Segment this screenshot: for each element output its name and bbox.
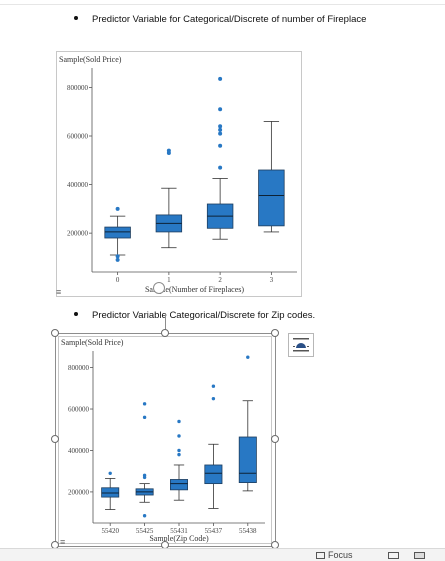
box-outlier-point <box>218 127 223 132</box>
x-tick-label: 3 <box>270 276 274 284</box>
x-tick-label: 55425 <box>136 527 154 535</box>
box-outlier-point <box>177 419 181 424</box>
box-outlier-point <box>142 415 147 420</box>
box-outlier-point <box>218 143 223 148</box>
paragraph-anchor-icon: ≡ <box>56 287 62 297</box>
box-outlier-point <box>142 514 147 518</box>
bullet-item-zipcode: Predictor Variable Categorical/Discrete … <box>74 310 315 321</box>
focus-mode-button[interactable]: Focus <box>316 550 353 560</box>
y-tick-label: 600000 <box>68 406 90 414</box>
y-tick-label: 200000 <box>67 230 89 238</box>
box-outlier-point <box>177 452 181 457</box>
box-outlier-point <box>166 148 171 153</box>
paragraph-anchor-icon: ≡ <box>60 537 66 547</box>
fireplace-boxplot-chart[interactable]: Sample(Sold Price) 200000 400000 600000 8000… <box>56 51 302 297</box>
box-outlier-point <box>142 473 147 478</box>
zipcode-boxplot-chart[interactable]: Sample(Sold Price) 200000 400000 600000 8000… <box>58 336 272 544</box>
box-outlier-point <box>218 76 223 81</box>
y-tick-label: 800000 <box>68 364 90 372</box>
page-top-rule <box>0 0 445 5</box>
read-mode-button[interactable] <box>388 551 399 561</box>
rotate-handle-icon[interactable] <box>153 282 165 294</box>
print-layout-button[interactable] <box>414 551 425 561</box>
status-bar: Focus <box>0 548 445 561</box>
y-tick-label: 800000 <box>67 84 89 92</box>
box-body <box>238 436 257 483</box>
box-outlier-point <box>218 124 223 129</box>
x-tick-label: 55420 <box>101 527 119 535</box>
rotate-handle-stem <box>165 313 166 333</box>
bullet-item-fireplace: Predictor Variable for Categorical/Discr… <box>74 14 366 25</box>
y-tick-label: 400000 <box>68 447 90 455</box>
resize-handle-middle-right[interactable] <box>271 435 279 443</box>
layout-options-button[interactable] <box>288 333 314 357</box>
box-body <box>170 479 189 491</box>
bullet-text-fireplace[interactable]: Predictor Variable for Categorical/Discr… <box>92 14 367 25</box>
layout-options-icon <box>293 338 309 352</box>
box-outlier-point <box>211 396 216 401</box>
selection-border <box>55 333 276 547</box>
x-tick-label: 0 <box>116 276 120 284</box>
y-axis-label: Sample(Sold Price) <box>61 338 124 347</box>
box-outlier-point <box>218 131 223 136</box>
box-body <box>258 169 285 227</box>
resize-handle-top-center[interactable] <box>161 329 169 337</box>
box-outlier-point <box>115 206 120 211</box>
box-outlier-point <box>108 471 112 475</box>
y-axis-label: Sample(Sold Price) <box>59 55 122 64</box>
x-tick-label: 2 <box>218 276 222 284</box>
box-outlier-point <box>142 402 147 406</box>
focus-icon <box>316 552 325 560</box>
y-tick-label: 600000 <box>67 133 89 141</box>
box-outlier-point <box>177 434 181 438</box>
x-tick-label: 55438 <box>239 527 257 535</box>
box-outlier-point <box>177 448 181 453</box>
y-tick-label: 200000 <box>68 488 90 496</box>
bullet-dot-icon <box>74 312 78 317</box>
x-tick-label: 55437 <box>205 527 223 535</box>
bullet-text-zipcode[interactable]: Predictor Variable Categorical/Discrete … <box>92 310 316 321</box>
resize-handle-middle-left[interactable] <box>51 435 59 443</box>
zipcode-boxplot-svg: Sample(Sold Price) 200000 400000 600000 8000… <box>61 338 265 543</box>
box-outlier-point <box>246 355 250 359</box>
box-body <box>204 464 223 485</box>
focus-label: Focus <box>328 550 353 560</box>
box-body <box>104 226 131 239</box>
resize-handle-top-right[interactable] <box>271 329 279 337</box>
x-tick-label: 55431 <box>170 527 188 535</box>
resize-handle-top-left[interactable] <box>51 329 59 337</box>
box-outlier-point <box>218 107 223 112</box>
print-layout-icon <box>414 552 425 559</box>
x-axis-label: Sample(Zip Code) <box>149 534 209 543</box>
x-axis-label: Sample(Number of Fireplaces) <box>145 285 244 294</box>
box-outlier-point <box>218 165 223 170</box>
box-outlier-point <box>115 254 120 259</box>
fireplace-boxplot-svg: Sample(Sold Price) 200000 400000 600000 8000… <box>59 55 297 294</box>
box-body <box>101 487 120 498</box>
box-outlier-point <box>115 257 120 262</box>
bullet-dot-icon <box>74 16 78 21</box>
x-tick-label: 1 <box>167 276 171 284</box>
read-mode-icon <box>388 552 399 559</box>
box-outlier-point <box>211 384 216 388</box>
y-tick-label: 400000 <box>67 181 89 189</box>
